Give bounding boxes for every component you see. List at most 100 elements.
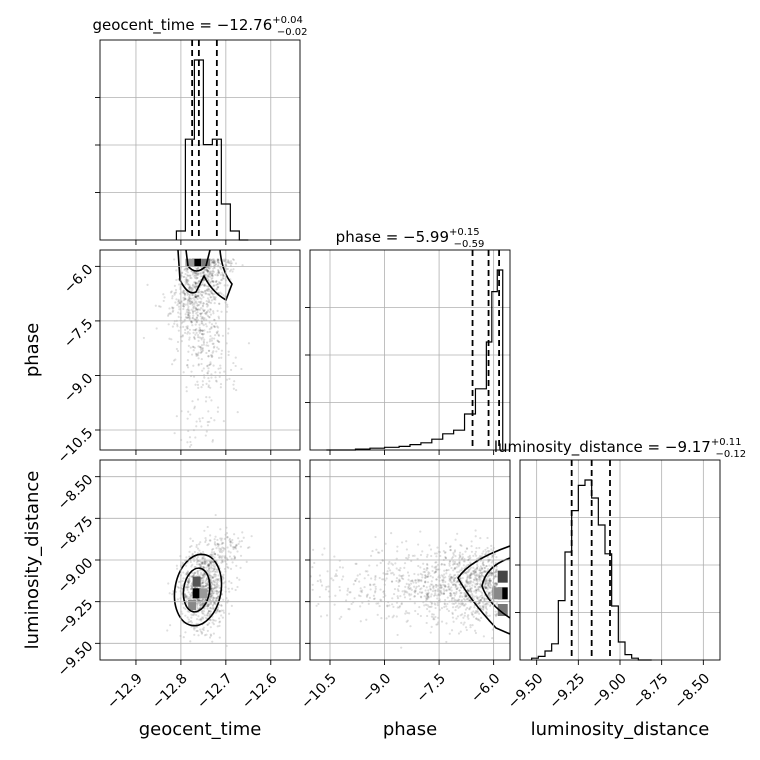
sample-point bbox=[200, 300, 203, 303]
sample-point bbox=[407, 574, 411, 577]
sample-point bbox=[188, 286, 191, 289]
sample-point bbox=[384, 542, 387, 545]
sample-point bbox=[208, 574, 211, 577]
sample-point bbox=[233, 557, 236, 560]
sample-point bbox=[363, 577, 366, 580]
sample-point bbox=[206, 293, 209, 296]
sample-point bbox=[201, 603, 204, 606]
sample-point bbox=[453, 597, 456, 600]
panel-frame-geocent_time-geocent_time bbox=[99, 39, 301, 241]
sample-point bbox=[199, 312, 202, 315]
sample-point bbox=[206, 271, 210, 274]
sample-point bbox=[476, 618, 479, 621]
scatter-phase-luminosity_distance bbox=[310, 529, 510, 649]
sample-point bbox=[218, 340, 221, 344]
sample-point bbox=[209, 563, 212, 566]
sample-point bbox=[215, 589, 218, 592]
sample-point bbox=[211, 272, 214, 275]
sample-point bbox=[475, 595, 478, 598]
sample-point bbox=[186, 366, 190, 369]
sample-point bbox=[215, 597, 218, 600]
sample-point bbox=[196, 333, 200, 337]
sample-point bbox=[464, 583, 467, 586]
sample-point bbox=[424, 580, 427, 583]
sample-point bbox=[212, 284, 216, 287]
sample-point bbox=[190, 353, 194, 356]
sample-point bbox=[466, 576, 469, 579]
sample-point bbox=[215, 332, 219, 335]
sample-point bbox=[189, 584, 193, 587]
sample-point bbox=[431, 576, 434, 579]
sample-point bbox=[230, 268, 233, 271]
sample-point bbox=[467, 580, 470, 583]
sample-point bbox=[208, 293, 211, 296]
sample-point bbox=[203, 572, 206, 576]
title-prefix: luminosity_distance = −9.17 bbox=[494, 438, 711, 457]
sample-point bbox=[364, 570, 367, 573]
sample-point bbox=[208, 576, 212, 579]
sample-point bbox=[396, 595, 399, 598]
sample-point bbox=[369, 584, 372, 587]
sample-point bbox=[227, 599, 230, 602]
sample-point bbox=[208, 363, 211, 367]
sample-point bbox=[486, 586, 489, 590]
sample-point bbox=[201, 350, 204, 353]
sample-point bbox=[458, 553, 461, 557]
sample-point bbox=[203, 464, 205, 466]
xtick-label-phase: −9.0 bbox=[359, 671, 394, 706]
sample-point bbox=[186, 293, 189, 296]
sample-point bbox=[187, 581, 190, 584]
sample-point bbox=[391, 563, 395, 566]
sample-point bbox=[199, 565, 203, 568]
sample-point bbox=[200, 585, 203, 588]
sample-point bbox=[434, 566, 437, 569]
density-cell bbox=[185, 258, 195, 267]
sample-point bbox=[465, 585, 469, 588]
sample-point bbox=[205, 614, 208, 617]
sample-point bbox=[188, 445, 192, 448]
sample-point bbox=[175, 347, 178, 351]
sample-point bbox=[210, 551, 214, 554]
sample-point bbox=[208, 568, 211, 571]
sample-point bbox=[207, 610, 210, 613]
sample-point bbox=[202, 566, 205, 569]
sample-point bbox=[196, 294, 199, 297]
sample-point bbox=[181, 561, 184, 564]
sample-point bbox=[407, 583, 411, 586]
sample-point bbox=[481, 605, 484, 609]
sample-point bbox=[452, 580, 455, 583]
sample-point bbox=[218, 610, 221, 613]
sample-point bbox=[188, 436, 192, 439]
sample-point bbox=[187, 618, 190, 621]
sample-point bbox=[221, 555, 224, 558]
sample-point bbox=[217, 356, 221, 360]
sample-point bbox=[451, 596, 454, 600]
sample-point bbox=[212, 262, 216, 265]
sample-point bbox=[192, 626, 195, 630]
sample-point bbox=[485, 611, 488, 614]
sample-point bbox=[461, 602, 464, 605]
sample-point bbox=[172, 359, 176, 362]
sample-point bbox=[232, 361, 235, 365]
sample-point bbox=[398, 579, 401, 582]
sample-point bbox=[195, 312, 198, 315]
sample-point bbox=[465, 594, 468, 597]
sample-point bbox=[211, 576, 214, 579]
sample-point bbox=[201, 557, 204, 560]
sample-point bbox=[208, 574, 211, 577]
sample-point bbox=[463, 557, 466, 561]
sample-point bbox=[216, 578, 220, 581]
sample-point bbox=[216, 339, 219, 343]
sample-point bbox=[201, 380, 204, 383]
sample-point bbox=[226, 535, 229, 539]
sample-point bbox=[391, 603, 394, 606]
sample-point bbox=[443, 573, 446, 576]
sample-point bbox=[170, 306, 174, 309]
sample-point bbox=[487, 581, 490, 584]
sample-point bbox=[447, 585, 450, 589]
sample-point bbox=[219, 555, 223, 558]
sample-point bbox=[207, 299, 211, 302]
sample-point bbox=[215, 584, 218, 588]
sample-point bbox=[205, 584, 208, 587]
sample-point bbox=[195, 295, 198, 298]
